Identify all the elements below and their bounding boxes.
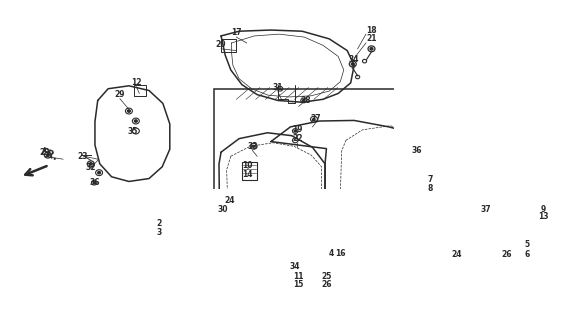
Text: 27: 27: [311, 114, 321, 123]
Circle shape: [297, 266, 298, 268]
Bar: [292, 268, 304, 276]
Text: 6: 6: [525, 250, 530, 259]
Bar: [221, 39, 236, 52]
Circle shape: [253, 145, 255, 147]
Text: 18: 18: [366, 26, 377, 35]
Text: 33: 33: [247, 142, 257, 151]
Text: 31: 31: [273, 83, 283, 92]
Text: 36: 36: [411, 146, 422, 155]
Text: 28: 28: [301, 96, 311, 105]
Text: 22: 22: [292, 134, 303, 143]
Bar: [265, 216, 316, 234]
Text: 24: 24: [224, 196, 235, 205]
Text: 35: 35: [127, 126, 138, 135]
Circle shape: [515, 246, 518, 248]
Text: 13: 13: [538, 212, 549, 221]
Bar: [268, 218, 299, 231]
Text: 12: 12: [132, 78, 142, 87]
Text: 11: 11: [294, 272, 304, 281]
Text: 17: 17: [231, 28, 242, 37]
Circle shape: [134, 120, 137, 122]
Bar: [214, 89, 538, 288]
Text: 7: 7: [428, 175, 433, 184]
Text: 20: 20: [216, 40, 226, 49]
Text: 30: 30: [217, 204, 228, 213]
Circle shape: [90, 163, 92, 165]
Circle shape: [504, 252, 506, 254]
Circle shape: [98, 172, 100, 174]
Text: 21: 21: [366, 34, 376, 43]
Circle shape: [46, 154, 49, 156]
Text: 24: 24: [451, 250, 462, 259]
Circle shape: [466, 194, 467, 195]
Text: 26: 26: [321, 280, 332, 289]
Circle shape: [413, 148, 415, 149]
Text: 32: 32: [86, 164, 96, 172]
Text: 19: 19: [292, 125, 303, 134]
Text: FR.: FR.: [39, 147, 59, 163]
Circle shape: [128, 110, 130, 112]
Text: 29: 29: [39, 148, 49, 156]
Circle shape: [370, 48, 373, 50]
Bar: [261, 212, 321, 238]
Text: 34: 34: [349, 55, 359, 64]
Bar: [474, 194, 498, 209]
Circle shape: [313, 118, 315, 120]
Text: 37: 37: [480, 204, 491, 213]
Text: 5: 5: [525, 240, 530, 249]
Bar: [432, 180, 494, 205]
Text: 14: 14: [242, 170, 253, 179]
Text: 34: 34: [290, 262, 301, 271]
Circle shape: [453, 252, 456, 254]
Text: 36: 36: [90, 178, 100, 187]
Bar: [134, 84, 146, 96]
Circle shape: [436, 235, 438, 236]
Text: 9: 9: [541, 204, 546, 213]
Circle shape: [294, 130, 297, 132]
Text: 4: 4: [329, 249, 334, 258]
Bar: [436, 181, 464, 203]
Circle shape: [323, 275, 325, 276]
Bar: [443, 205, 486, 231]
Circle shape: [303, 100, 304, 101]
Bar: [296, 276, 308, 285]
Text: 2: 2: [156, 219, 162, 228]
Circle shape: [352, 63, 354, 65]
Text: 25: 25: [321, 272, 332, 281]
Text: 15: 15: [294, 280, 304, 289]
Text: 26: 26: [501, 250, 512, 259]
Bar: [242, 162, 257, 180]
Text: 16: 16: [335, 249, 345, 258]
Text: 8: 8: [428, 184, 433, 193]
Circle shape: [93, 182, 95, 184]
Text: 23: 23: [77, 152, 88, 161]
Circle shape: [227, 199, 230, 201]
Text: 3: 3: [156, 228, 162, 237]
Text: 29: 29: [115, 90, 125, 99]
Text: 10: 10: [242, 161, 253, 170]
